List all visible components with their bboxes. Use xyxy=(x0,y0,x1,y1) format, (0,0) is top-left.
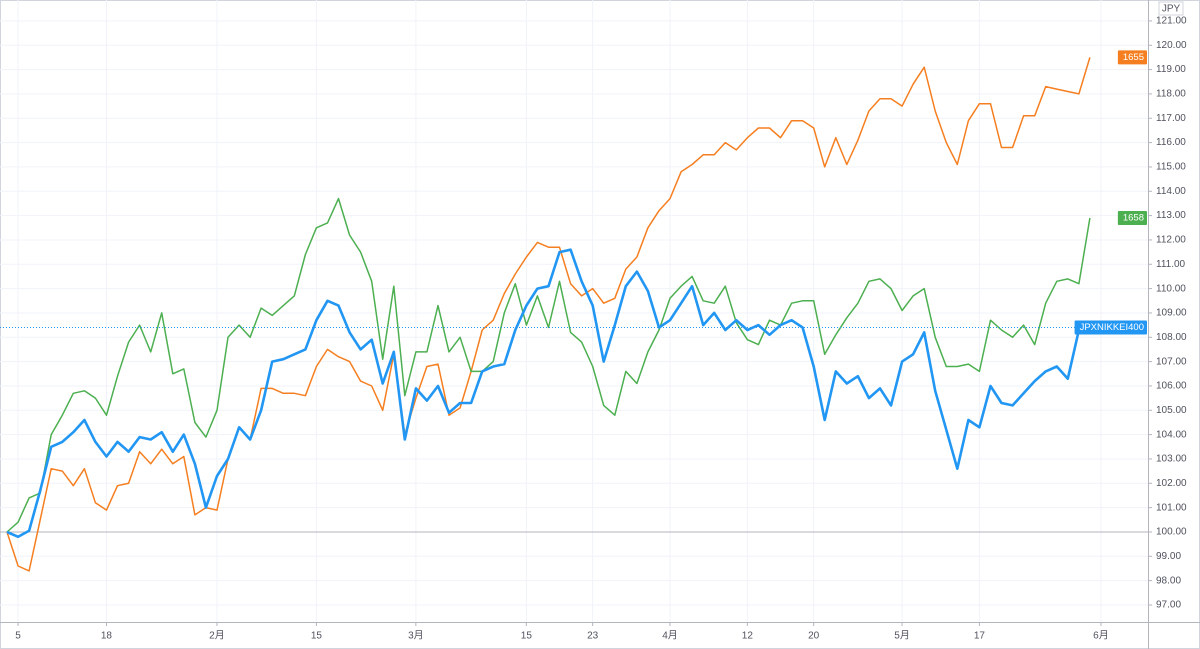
series-line xyxy=(6,248,1091,539)
y-tick-label: 109.00 xyxy=(1156,308,1187,319)
y-tick-label: 111.00 xyxy=(1156,259,1186,270)
x-tick-label: 12 xyxy=(742,631,754,642)
y-tick-label: 114.00 xyxy=(1156,186,1186,197)
series-name: 1658 xyxy=(1123,213,1144,224)
unit-box xyxy=(1158,1,1184,16)
y-tick-label: 119.00 xyxy=(1156,64,1186,75)
y-tick-label: 116.00 xyxy=(1156,137,1186,148)
x-tick-label: 2月 xyxy=(209,630,225,642)
x-tick-label: 18 xyxy=(101,631,113,642)
y-tick-label: 97.00 xyxy=(1156,600,1181,611)
y-tick-label: 106.00 xyxy=(1156,381,1187,392)
y-tick-label: 104.00 xyxy=(1156,429,1187,440)
x-tick-label: 20 xyxy=(808,631,820,642)
x-tick-label: 4月 xyxy=(662,630,678,642)
series-line xyxy=(6,57,1091,572)
y-tick-label: 110.00 xyxy=(1156,283,1186,294)
y-tick-label: 102.00 xyxy=(1156,478,1187,489)
y-tick-label: 108.00 xyxy=(1156,332,1187,343)
x-tick-label: 15 xyxy=(311,631,323,642)
series-tag: JPXNIKKEI400 xyxy=(1074,320,1147,335)
x-tick-label: 6月 xyxy=(1093,630,1109,642)
y-tick-label: 107.00 xyxy=(1156,356,1187,367)
x-tick-label: 23 xyxy=(587,631,599,642)
series-tag-bg xyxy=(1117,211,1147,226)
y-tick-label: 98.00 xyxy=(1156,575,1181,586)
y-tick-label: 115.00 xyxy=(1156,162,1186,173)
x-tick-label: 5 xyxy=(15,631,21,642)
y-tick-label: 118.00 xyxy=(1156,89,1186,100)
series-tag: 1658 xyxy=(1117,211,1147,226)
y-tick-label: 101.00 xyxy=(1156,502,1187,513)
y-tick-label: 121.00 xyxy=(1156,16,1187,27)
x-tick-label: 15 xyxy=(521,631,533,642)
y-tick-label: 117.00 xyxy=(1156,113,1186,124)
series-tag: 1655 xyxy=(1117,50,1147,65)
y-tick-label: 105.00 xyxy=(1156,405,1187,416)
y-unit-label: JPY xyxy=(1162,4,1181,15)
series-tag-bg xyxy=(1117,50,1147,65)
grid xyxy=(0,0,1148,622)
x-tick-label: 17 xyxy=(974,631,986,642)
x-tick-label: 5月 xyxy=(894,630,910,642)
series-tag-bg xyxy=(1074,320,1147,335)
y-tick-label: 120.00 xyxy=(1156,40,1187,51)
x-tick-label: 3月 xyxy=(408,630,424,642)
y-tick-label: 99.00 xyxy=(1156,551,1181,562)
y-tick-label: 112.00 xyxy=(1156,235,1186,246)
y-tick-label: 100.00 xyxy=(1156,527,1187,538)
series-name: 1655 xyxy=(1123,52,1144,63)
series-name: JPXNIKKEI400 xyxy=(1080,322,1144,333)
y-tick-label: 103.00 xyxy=(1156,454,1187,465)
series-line xyxy=(6,197,1091,533)
y-tick-label: 113.00 xyxy=(1156,210,1186,221)
